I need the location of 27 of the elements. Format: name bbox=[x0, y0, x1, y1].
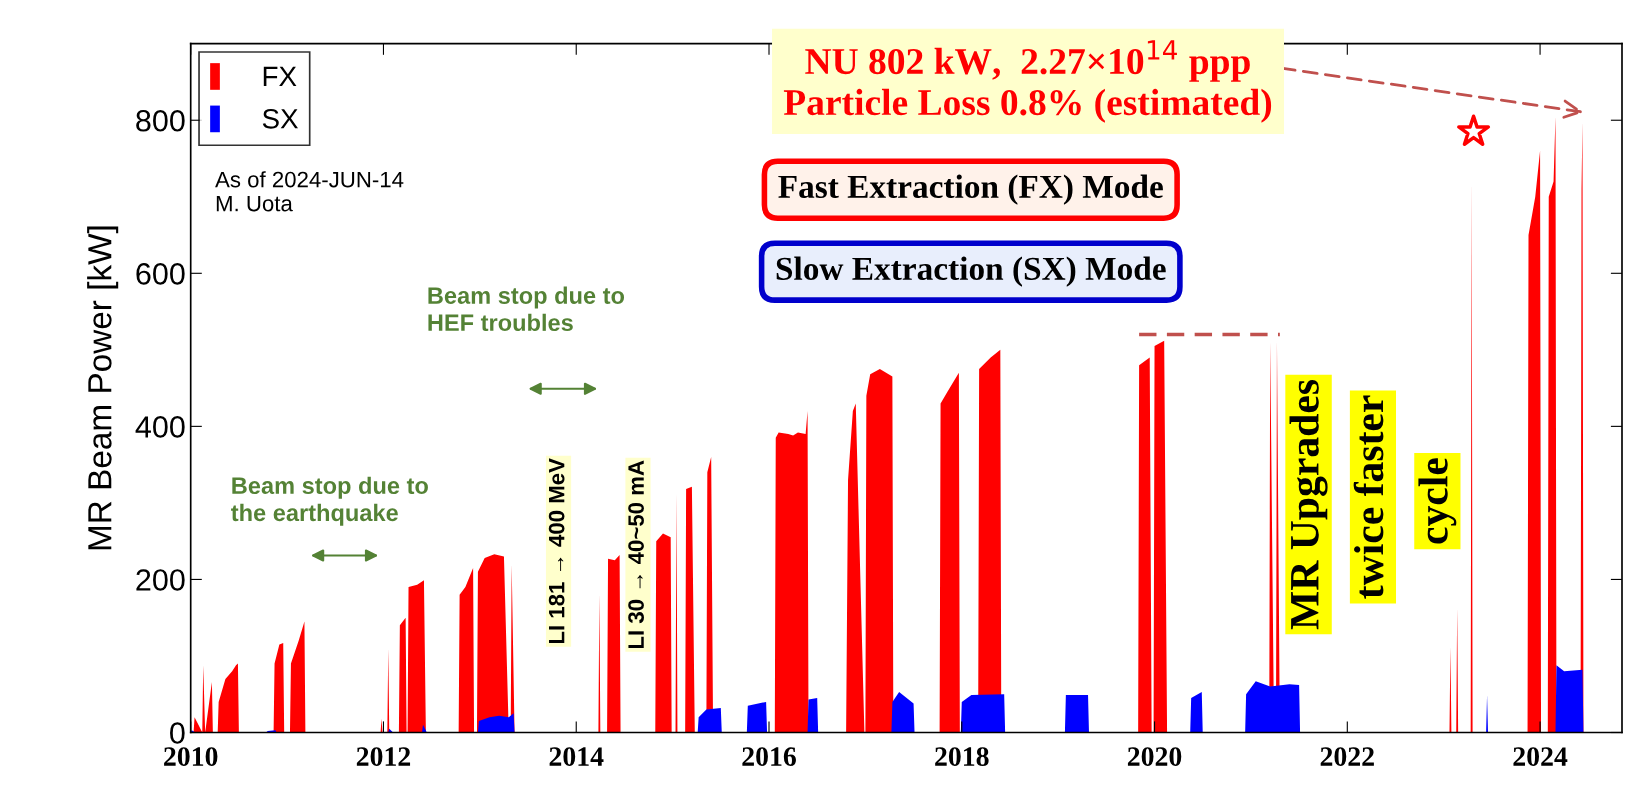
annotation: LI 30 → 40~50 mA bbox=[628, 460, 644, 649]
x-tick-label: 2012 bbox=[356, 747, 411, 766]
x-tick-label: 2018 bbox=[935, 747, 989, 766]
annotation: twice faster bbox=[1353, 395, 1384, 599]
x-tick-label: 2022 bbox=[1320, 747, 1374, 766]
x-tick-label: 2020 bbox=[1127, 747, 1182, 766]
annotation: Fast Extraction (FX) Mode bbox=[778, 174, 1163, 205]
annotation: cycle bbox=[1418, 458, 1457, 544]
y-tick-label: 0 bbox=[170, 722, 185, 744]
y-tick-label: 200 bbox=[136, 569, 185, 591]
x-tick-label: 2024 bbox=[1513, 747, 1568, 766]
annotation: NU 802 kW, 2.27×10$^{14}$ ppp Particle Loss 0.8% (estimated) bbox=[783, 40, 1272, 123]
annotation: As of 2024-JUN-14 M. Uota bbox=[215, 171, 404, 212]
legend-label: FX bbox=[263, 66, 297, 86]
legend-label: SX bbox=[262, 108, 298, 129]
x-tick-label: 2016 bbox=[742, 747, 796, 766]
annotation: Slow Extraction (SX) Mode bbox=[776, 256, 1166, 287]
annotation: MR Upgrades bbox=[1289, 379, 1328, 630]
annotation: Beam stop due to HEF troubles bbox=[428, 286, 625, 332]
y-tick-label: 400 bbox=[135, 416, 185, 438]
y-tick-label: 600 bbox=[136, 263, 185, 285]
x-tick-label: 2010 bbox=[164, 747, 218, 766]
x-tick-label: 2014 bbox=[549, 747, 604, 766]
y-tick-label: 800 bbox=[136, 109, 185, 132]
y-axis-title: MR Beam Power [kW] bbox=[87, 226, 119, 550]
annotation: LI 181 → 400 MeV bbox=[548, 458, 565, 644]
annotation: Beam stop due to the earthquake bbox=[231, 476, 428, 526]
